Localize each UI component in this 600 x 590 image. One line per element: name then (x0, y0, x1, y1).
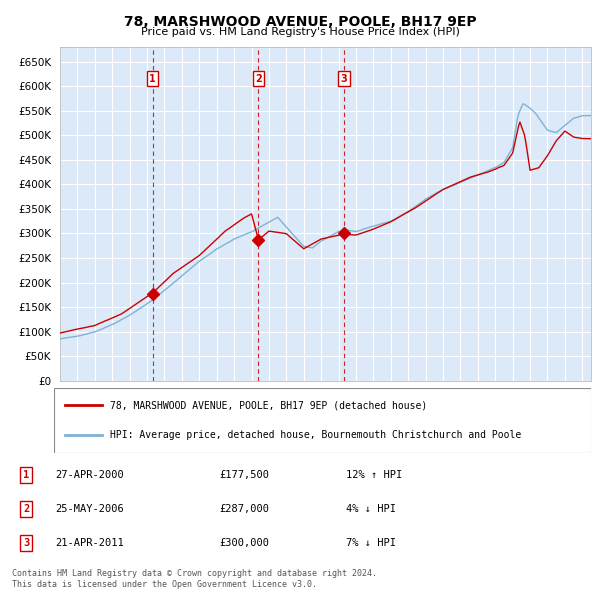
Text: 12% ↑ HPI: 12% ↑ HPI (346, 470, 403, 480)
Text: 21-APR-2011: 21-APR-2011 (55, 538, 124, 548)
Text: 25-MAY-2006: 25-MAY-2006 (55, 504, 124, 514)
Text: Price paid vs. HM Land Registry's House Price Index (HPI): Price paid vs. HM Land Registry's House … (140, 27, 460, 37)
Text: 78, MARSHWOOD AVENUE, POOLE, BH17 9EP (detached house): 78, MARSHWOOD AVENUE, POOLE, BH17 9EP (d… (110, 400, 428, 410)
Text: 2: 2 (255, 74, 262, 84)
Text: £177,500: £177,500 (220, 470, 269, 480)
Text: 4% ↓ HPI: 4% ↓ HPI (346, 504, 396, 514)
Text: 3: 3 (340, 74, 347, 84)
Text: 7% ↓ HPI: 7% ↓ HPI (346, 538, 396, 548)
Text: HPI: Average price, detached house, Bournemouth Christchurch and Poole: HPI: Average price, detached house, Bour… (110, 430, 521, 440)
Text: 2: 2 (23, 504, 29, 514)
Text: Contains HM Land Registry data © Crown copyright and database right 2024.
This d: Contains HM Land Registry data © Crown c… (12, 569, 377, 589)
Text: 3: 3 (23, 538, 29, 548)
Text: 1: 1 (23, 470, 29, 480)
Text: 78, MARSHWOOD AVENUE, POOLE, BH17 9EP: 78, MARSHWOOD AVENUE, POOLE, BH17 9EP (124, 15, 476, 29)
Text: £300,000: £300,000 (220, 538, 269, 548)
Text: £287,000: £287,000 (220, 504, 269, 514)
Text: 27-APR-2000: 27-APR-2000 (55, 470, 124, 480)
Text: 1: 1 (149, 74, 156, 84)
